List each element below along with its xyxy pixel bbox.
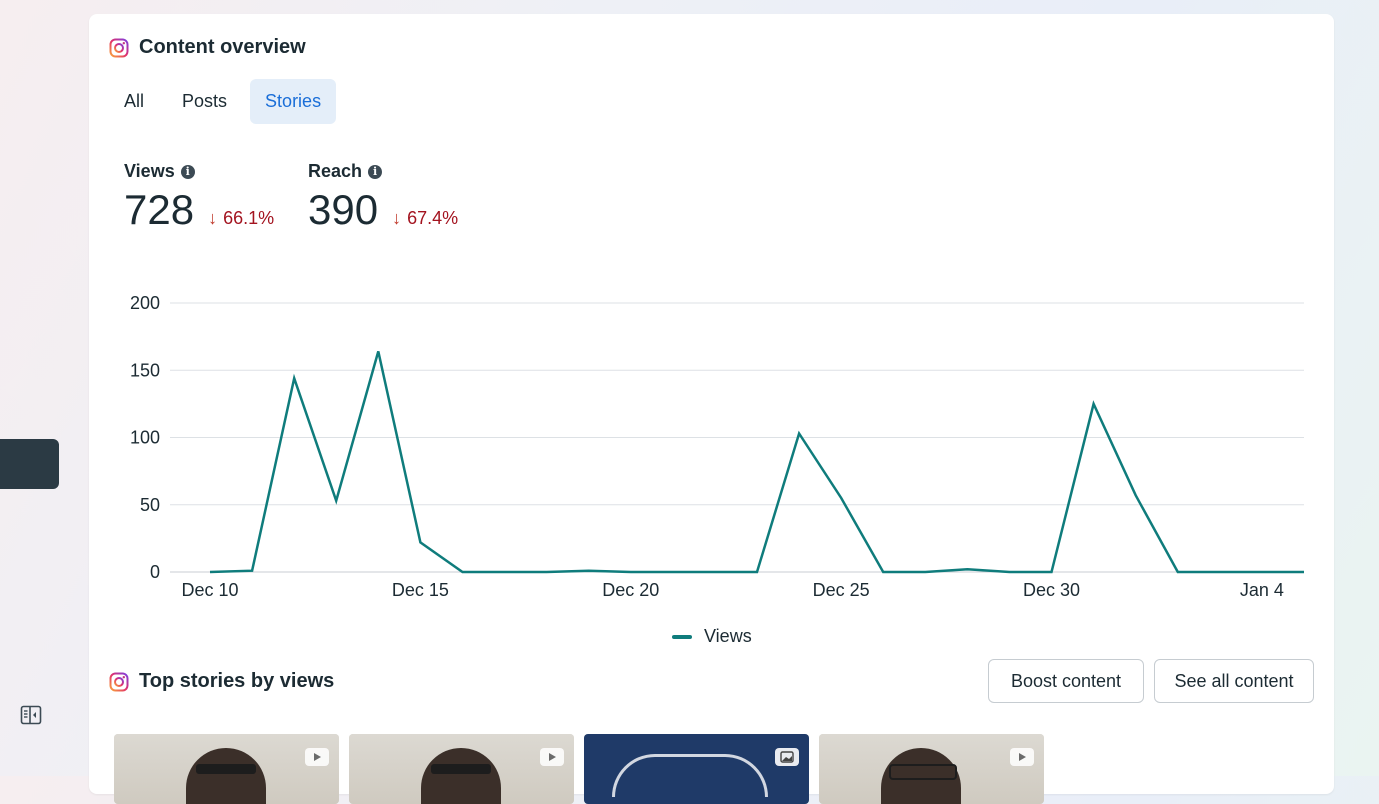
y-tick-label: 0	[150, 562, 160, 582]
tab-stories[interactable]: Stories	[250, 79, 337, 124]
arrow-down-icon: ↓	[208, 208, 218, 228]
tab-all[interactable]: All	[124, 91, 145, 111]
y-tick-label: 200	[130, 293, 160, 313]
instagram-icon	[109, 38, 129, 58]
content-overview-header: Content overview	[109, 36, 306, 59]
views-metric: Views i 728 ↓ 66.1%	[124, 161, 274, 234]
top-stories-header: Top stories by views	[109, 670, 334, 693]
content-overview-card: Content overview All Posts Stories Views…	[89, 14, 1334, 804]
y-tick-label: 150	[130, 360, 160, 380]
see-all-content-button[interactable]: See all content	[1154, 659, 1314, 703]
chart-legend[interactable]: Views	[672, 626, 752, 647]
legend-label: Views	[704, 626, 752, 646]
reach-metric: Reach i 390 ↓ 67.4%	[308, 161, 458, 234]
x-tick-label: Jan 4	[1240, 580, 1284, 600]
story-thumbnail[interactable]	[349, 734, 574, 804]
arrow-down-icon: ↓	[392, 208, 402, 228]
views-label: Views	[124, 161, 175, 181]
video-icon	[305, 748, 329, 766]
views-line-chart: 0 50 100 150 200 Dec 10 Dec 15 Dec 20 Dec 25 Dec …	[130, 293, 1304, 600]
x-tick-label: Dec 30	[1023, 580, 1080, 600]
video-icon	[1010, 748, 1034, 766]
story-thumbnail[interactable]	[584, 734, 809, 804]
y-tick-label: 100	[130, 428, 160, 448]
info-icon[interactable]: i	[180, 164, 195, 179]
reach-change: 67.4%	[407, 208, 459, 228]
image-icon	[775, 748, 799, 766]
boost-content-button[interactable]: Boost content	[988, 659, 1144, 703]
legend-swatch	[672, 634, 692, 639]
info-icon[interactable]: i	[368, 164, 383, 179]
y-tick-label: 50	[140, 495, 160, 515]
x-tick-label: Dec 20	[602, 580, 659, 600]
story-thumbnail[interactable]	[819, 734, 1044, 804]
x-tick-label: Dec 10	[181, 580, 238, 600]
views-change: 66.1%	[223, 208, 275, 228]
x-tick-label: Dec 15	[392, 580, 449, 600]
views-series-line[interactable]	[209, 351, 1304, 574]
reach-value: 390	[308, 186, 379, 233]
story-thumbnail[interactable]	[114, 734, 339, 804]
page-title: Content overview	[139, 36, 306, 58]
tab-posts[interactable]: Posts	[182, 91, 228, 111]
collapse-sidebar-icon[interactable]	[19, 703, 43, 727]
views-value: 728	[124, 186, 195, 233]
video-icon	[540, 748, 564, 766]
content-type-tabs: All Posts Stories	[109, 79, 337, 124]
reach-label: Reach	[308, 161, 363, 181]
instagram-icon	[109, 672, 129, 692]
section-title: Top stories by views	[139, 670, 335, 692]
sidebar-active-item[interactable]	[0, 439, 59, 489]
x-tick-label: Dec 25	[813, 580, 870, 600]
